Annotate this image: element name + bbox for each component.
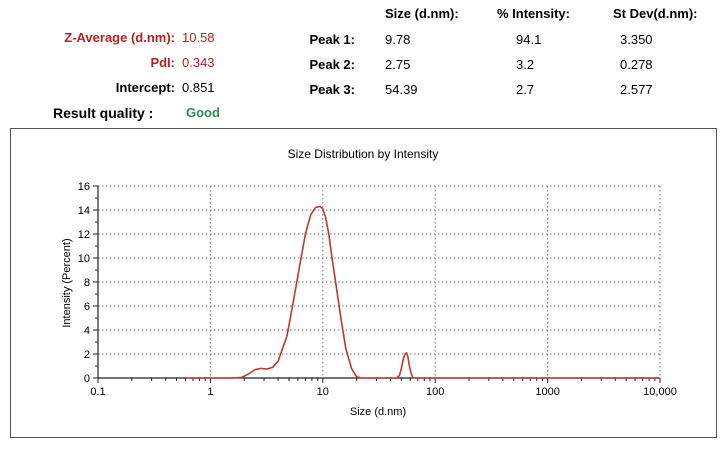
peak-1-label: Peak 1:: [309, 32, 355, 47]
col-header-intensity: % Intensity:: [497, 6, 570, 21]
peak-1-intensity: 94.1: [516, 32, 542, 47]
y-tick-label-14: 14: [78, 205, 90, 217]
result-quality-label: Result quality :: [53, 105, 154, 121]
pdi-value: 0.343: [182, 55, 215, 70]
peak-1-stdev: 3.350: [620, 32, 653, 47]
x-tick-label-0.1: 0.1: [90, 386, 105, 398]
peak-3-size: 54.39: [385, 82, 418, 97]
intercept-label: Intercept:: [115, 80, 175, 95]
col-header-size: Size (d.nm):: [385, 6, 459, 21]
tick-labels: 0 2 4 6 8 10 12 14 16 0.1 1 10 100 1000 10,000: [78, 181, 677, 398]
grid: [97, 185, 661, 378]
z-average-value: 10.58: [182, 30, 215, 45]
y-tick-label-0: 0: [84, 373, 90, 385]
series-line-0: [185, 205, 660, 379]
x-tick-label-10000: 10,000: [643, 386, 677, 398]
y-tick-label-4: 4: [84, 325, 90, 337]
peak-3-intensity: 2.7: [516, 82, 535, 97]
z-average-label: Z-Average (d.nm):: [64, 30, 175, 45]
y-tick-label-6: 6: [84, 301, 90, 313]
axes: [93, 185, 661, 383]
x-tick-label-10: 10: [317, 386, 329, 398]
peak-1-size: 9.78: [385, 32, 411, 47]
peak-3-stdev: 2.577: [620, 82, 653, 97]
chart-frame: [10, 128, 717, 438]
chart-title: Size Distribution by Intensity: [288, 147, 439, 161]
result-quality-value: Good: [186, 105, 220, 120]
peak-2-label: Peak 2:: [309, 57, 355, 72]
peak-3-label: Peak 3:: [309, 82, 355, 97]
pdi-label: PdI:: [150, 55, 175, 70]
x-tick-label-1000: 1000: [535, 386, 559, 398]
x-tick-label-100: 100: [426, 386, 444, 398]
col-header-stdev: St Dev(d.nm):: [613, 6, 698, 21]
peak-2-size: 2.75: [385, 57, 411, 72]
intercept-value: 0.851: [182, 80, 215, 95]
y-tick-label-8: 8: [84, 277, 90, 289]
peak-2-intensity: 3.2: [516, 57, 535, 72]
x-tick-label-1: 1: [207, 386, 213, 398]
y-tick-label-16: 16: [78, 181, 90, 193]
y-tick-label-10: 10: [78, 253, 90, 265]
series-layer: [185, 205, 660, 379]
y-tick-label-12: 12: [78, 229, 90, 241]
y-tick-label-2: 2: [84, 349, 90, 361]
y-axis-label: Intensity (Percent): [61, 238, 73, 327]
x-axis-label: Size (d.nm): [350, 406, 406, 418]
peak-2-stdev: 0.278: [620, 57, 653, 72]
